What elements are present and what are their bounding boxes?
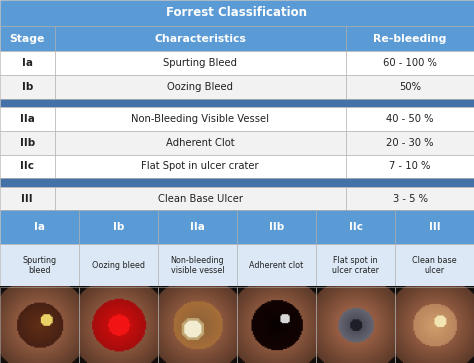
Bar	[346, 26, 474, 51]
Bar	[79, 211, 158, 244]
Bar	[346, 155, 474, 178]
Text: IIc: IIc	[20, 162, 34, 171]
Bar	[55, 155, 346, 178]
Text: Flat spot in
ulcer crater: Flat spot in ulcer crater	[332, 256, 379, 275]
Text: Ib: Ib	[22, 82, 33, 92]
Text: IIb: IIb	[19, 138, 35, 148]
Bar	[55, 107, 346, 131]
Bar	[346, 107, 474, 131]
Bar	[55, 51, 346, 75]
Text: 40 - 50 %: 40 - 50 %	[386, 114, 434, 124]
Text: III: III	[428, 222, 440, 232]
Text: 60 - 100 %: 60 - 100 %	[383, 58, 437, 68]
Text: IIa: IIa	[20, 114, 35, 124]
Bar	[316, 287, 395, 363]
Text: Characteristics: Characteristics	[155, 33, 246, 44]
Text: Clean Base Ulcer: Clean Base Ulcer	[158, 193, 243, 204]
Bar	[395, 287, 474, 363]
Bar	[0, 287, 79, 363]
Bar	[0, 187, 55, 211]
Bar	[55, 131, 346, 155]
Text: III: III	[21, 193, 33, 204]
Bar	[55, 26, 346, 51]
Bar	[395, 244, 474, 287]
Text: Oozing Bleed: Oozing Bleed	[167, 82, 233, 92]
Text: Stage: Stage	[9, 33, 45, 44]
Text: Re-bleeding: Re-bleeding	[374, 33, 447, 44]
Bar	[0, 26, 55, 51]
Text: IIb: IIb	[269, 222, 284, 232]
Bar	[237, 287, 316, 363]
Bar	[0, 211, 79, 244]
Bar	[55, 75, 346, 99]
Text: Ia: Ia	[34, 222, 45, 232]
Bar	[346, 75, 474, 99]
Bar	[0, 107, 55, 131]
Text: IIa: IIa	[190, 222, 205, 232]
Bar	[79, 244, 158, 287]
Text: Ib: Ib	[113, 222, 124, 232]
Text: Non-bleeding
visible vessel: Non-bleeding visible vessel	[171, 256, 224, 275]
Text: Adherent Clot: Adherent Clot	[166, 138, 235, 148]
Bar	[0, 155, 55, 178]
Text: Spurting Bleed: Spurting Bleed	[163, 58, 237, 68]
Bar	[158, 244, 237, 287]
Bar	[316, 244, 395, 287]
Bar	[79, 287, 158, 363]
Bar	[0, 0, 474, 26]
Bar	[346, 51, 474, 75]
Text: Oozing bleed: Oozing bleed	[92, 261, 145, 270]
Text: Spurting
bleed: Spurting bleed	[22, 256, 56, 275]
Text: 7 - 10 %: 7 - 10 %	[389, 162, 431, 171]
Text: Ia: Ia	[22, 58, 33, 68]
Text: Forrest Classification: Forrest Classification	[166, 7, 308, 20]
Bar	[346, 131, 474, 155]
Bar	[316, 211, 395, 244]
Bar	[237, 211, 316, 244]
Bar	[0, 131, 55, 155]
Bar	[0, 99, 474, 107]
Text: Adherent clot: Adherent clot	[249, 261, 304, 270]
Bar	[0, 51, 55, 75]
Bar	[158, 211, 237, 244]
Bar	[55, 187, 346, 211]
Text: Flat Spot in ulcer crater: Flat Spot in ulcer crater	[141, 162, 259, 171]
Text: 3 - 5 %: 3 - 5 %	[392, 193, 428, 204]
Text: 50%: 50%	[399, 82, 421, 92]
Bar	[0, 75, 55, 99]
Text: IIc: IIc	[348, 222, 363, 232]
Text: Clean base
ulcer: Clean base ulcer	[412, 256, 457, 275]
Bar	[237, 244, 316, 287]
Bar	[158, 287, 237, 363]
Bar	[395, 211, 474, 244]
Bar	[346, 187, 474, 211]
Bar	[0, 244, 79, 287]
Bar	[0, 178, 474, 187]
Text: 20 - 30 %: 20 - 30 %	[386, 138, 434, 148]
Text: Non-Bleeding Visible Vessel: Non-Bleeding Visible Vessel	[131, 114, 269, 124]
